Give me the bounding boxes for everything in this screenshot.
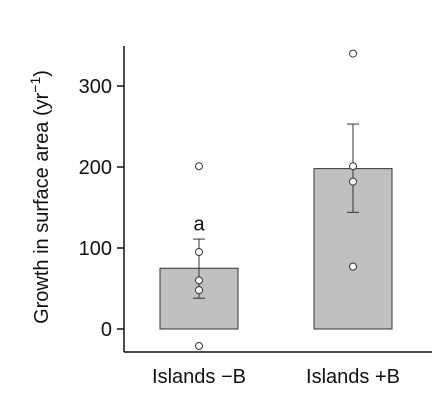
data-point [349,162,357,171]
data-point [349,49,357,58]
data-point [349,177,357,186]
y-ticks: 0 100 200 300 [79,76,124,341]
annotation-label: a [193,214,205,236]
annotations: a [193,214,205,236]
y-axis-title: Growth in surface area (yr−1) [27,70,53,324]
y-tick-label: 300 [79,76,112,98]
y-axis-title-superscript: −1 [27,77,43,93]
data-point [195,162,203,171]
data-point [195,286,203,295]
y-tick-label: 200 [79,157,112,179]
x-tick-label: Islands +B [306,366,400,388]
data-point [195,342,203,351]
data-points [195,49,357,351]
y-tick-label: 0 [101,319,112,341]
y-tick-label: 100 [79,238,112,260]
axes [123,46,432,353]
x-tick-label: Islands −B [152,366,246,388]
data-point [195,248,203,257]
y-axis-title-main: Growth in surface area (yr [31,92,53,324]
data-point [195,276,203,285]
data-point [349,262,357,271]
bars [159,168,393,330]
x-ticks: Islands −B Islands +B [152,366,400,388]
y-axis-title-close: ) [31,70,53,77]
